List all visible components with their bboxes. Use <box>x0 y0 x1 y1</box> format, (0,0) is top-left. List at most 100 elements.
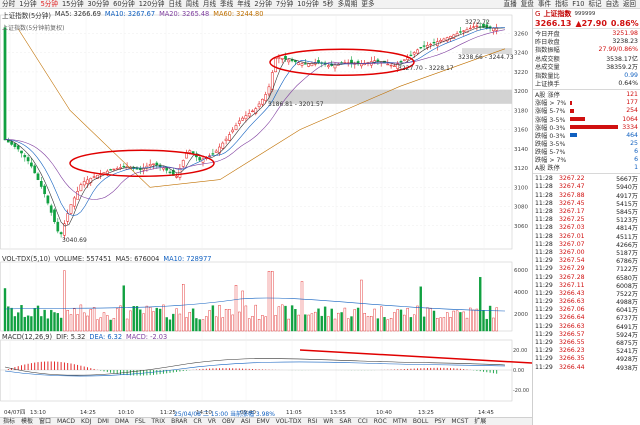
quote-panel: G 上证指数 999999 3266.13 ▲27.90 0.86% 今日开盘 3… <box>532 9 640 425</box>
tick-row: 11:29 3266.57 5924万 <box>533 330 640 339</box>
period-tab[interactable]: 5分钟 <box>40 0 58 8</box>
indicator-tab[interactable]: KDJ <box>81 417 92 425</box>
period-tab[interactable]: 15分钟 <box>61 0 84 8</box>
gap2-label: 3238.66 - 3244.73 <box>458 54 514 61</box>
indicator-tab[interactable]: 模板 <box>21 417 34 425</box>
tick-volume: 5924万 <box>616 331 638 339</box>
tick-volume: 4928万 <box>616 356 638 364</box>
candle-body <box>13 143 17 147</box>
volume-bar <box>300 281 304 332</box>
candle-body <box>416 49 419 54</box>
volume-bar <box>488 305 492 332</box>
volume-bar <box>175 308 178 332</box>
tick-volume: 5241万 <box>616 348 638 356</box>
toolbar-button[interactable]: 标记 <box>588 0 602 8</box>
candle-body <box>310 62 314 67</box>
period-tab[interactable]: 周线 <box>185 0 199 8</box>
period-tab[interactable]: 7分钟 <box>275 0 294 8</box>
period-tabs: 分时 1分钟 5分钟 15分钟 30分钟 60分钟 120分钟 日线 周线 月线 季线 年线 2分钟 7分… <box>0 0 377 9</box>
volume-bar <box>26 315 30 332</box>
indicator-tab[interactable]: OBV <box>222 417 235 425</box>
period-tab[interactable]: 10分钟 <box>297 0 319 8</box>
volume-bar <box>33 308 36 332</box>
volume-bar <box>413 314 416 332</box>
toolbar-button[interactable]: 自选 <box>605 0 619 8</box>
toolbar-button[interactable]: 直播 <box>503 0 517 8</box>
indicator-tab[interactable]: MTM <box>392 417 407 425</box>
stat-row: 总成交量 38359.2万 <box>533 63 640 71</box>
toolbar-button[interactable]: 返回 <box>622 0 636 8</box>
tick-row: 11:28 3267.07 4266万 <box>533 240 640 249</box>
period-tab[interactable]: 日线 <box>168 0 182 8</box>
indicator-tab[interactable]: CCI <box>357 417 368 425</box>
volume-bar <box>155 307 159 332</box>
indicator-tab[interactable]: CR <box>193 417 202 425</box>
period-tab[interactable]: 2分钟 <box>254 0 272 8</box>
period-tab[interactable]: 多周期 <box>337 0 358 8</box>
indicator-tab[interactable]: ROC <box>373 417 387 425</box>
period-tab[interactable]: 月线 <box>202 0 217 8</box>
indicator-tab[interactable]: SAR <box>339 417 352 425</box>
period-tab[interactable]: 5秒 <box>322 0 334 8</box>
macd-axis-label: 20.00 <box>513 348 527 354</box>
vol-indicator-name: VOL-TDX(5,10) <box>2 255 51 263</box>
candle-body <box>462 30 466 32</box>
toolbar-button[interactable]: 事件 <box>537 0 552 8</box>
index-stats: 今日开盘 3251.98 昨日收盘 3238.23 指数振幅 27.99/0.86% 总成交… <box>533 29 640 88</box>
period-tab[interactable]: 分时 <box>2 0 16 8</box>
tick-time: 11:29 <box>535 322 553 330</box>
volume-bar <box>462 311 465 332</box>
distribution-count: 3334 <box>622 123 638 131</box>
candle-body <box>10 141 13 145</box>
indicator-tab[interactable]: DMI <box>97 417 109 425</box>
indicator-tab[interactable]: MCST <box>451 417 469 425</box>
gap-band-2 <box>462 48 512 54</box>
period-toolbar: 分时 1分钟 5分钟 15分钟 30分钟 60分钟 120分钟 日线 周线 月线 季线 年线 2分钟 7分… <box>0 0 640 9</box>
tick-volume: 6491万 <box>616 323 638 331</box>
indicator-tab[interactable]: WR <box>323 417 334 425</box>
indicator-tab[interactable]: BOLL <box>412 417 429 425</box>
volume-bar <box>284 305 287 332</box>
tick-time: 11:29 <box>535 339 553 347</box>
indicator-tab[interactable]: PSY <box>434 417 446 425</box>
indicator-tab[interactable]: 指标 <box>3 417 16 425</box>
indicator-tab[interactable]: VOL-TDX <box>275 417 302 425</box>
indicator-tab[interactable]: 窗口 <box>39 417 52 425</box>
indicator-tab[interactable]: ASI <box>240 417 251 425</box>
volume-bar <box>36 305 40 332</box>
indicator-tab[interactable]: RSI <box>307 417 318 425</box>
period-tab[interactable]: 年线 <box>237 0 251 8</box>
period-tab[interactable]: 120分钟 <box>138 0 165 8</box>
kline-chart-area[interactable]: 3260 3240 3220 3200 3180 3160 3140 3120 3100 3080… <box>0 9 532 417</box>
period-tab[interactable]: 季线 <box>220 0 234 8</box>
volume-bar <box>13 316 17 332</box>
tick-row: 11:28 3267.22 5667万 <box>533 175 640 183</box>
indicator-tab[interactable]: 扩展 <box>474 417 487 425</box>
tick-price: 3267.45 <box>559 199 585 207</box>
indicator-tab[interactable]: BRAR <box>171 417 188 425</box>
period-tab[interactable]: 更多 <box>361 0 375 8</box>
indicator-tab[interactable]: TRIX <box>151 417 166 425</box>
toolbar-button[interactable]: F10 <box>572 0 585 8</box>
indicator-tab[interactable]: FSL <box>134 417 146 425</box>
toolbar-button[interactable]: 复盘 <box>520 0 534 8</box>
toolbar-button[interactable]: 指标 <box>555 0 569 8</box>
candle-body <box>56 221 60 232</box>
candle-body <box>429 43 433 46</box>
stat-value: 27.99/0.86% <box>598 46 638 54</box>
candle-body <box>475 25 479 27</box>
indicator-tab[interactable]: EMV <box>256 417 270 425</box>
volume-bar <box>224 309 228 332</box>
period-tab[interactable]: 60分钟 <box>113 0 135 8</box>
indicator-tab[interactable]: DMA <box>114 417 129 425</box>
candle-body <box>39 180 43 187</box>
kline-chart-svg[interactable]: 3260 3240 3220 3200 3180 3160 3140 3120 3100 3080… <box>0 9 532 417</box>
indicator-tab[interactable]: VR <box>207 417 217 425</box>
indicator-tab[interactable]: MACD <box>57 417 76 425</box>
tick-time: 11:29 <box>535 265 553 273</box>
tick-volume: 6041万 <box>616 307 638 315</box>
tick-list[interactable]: 11:28 3267.22 5667万 11:28 3267.47 5940万 11:28 3… <box>533 175 640 371</box>
stat-value: 0.99 <box>624 71 638 79</box>
period-tab[interactable]: 1分钟 <box>19 0 37 8</box>
period-tab[interactable]: 30分钟 <box>87 0 110 8</box>
